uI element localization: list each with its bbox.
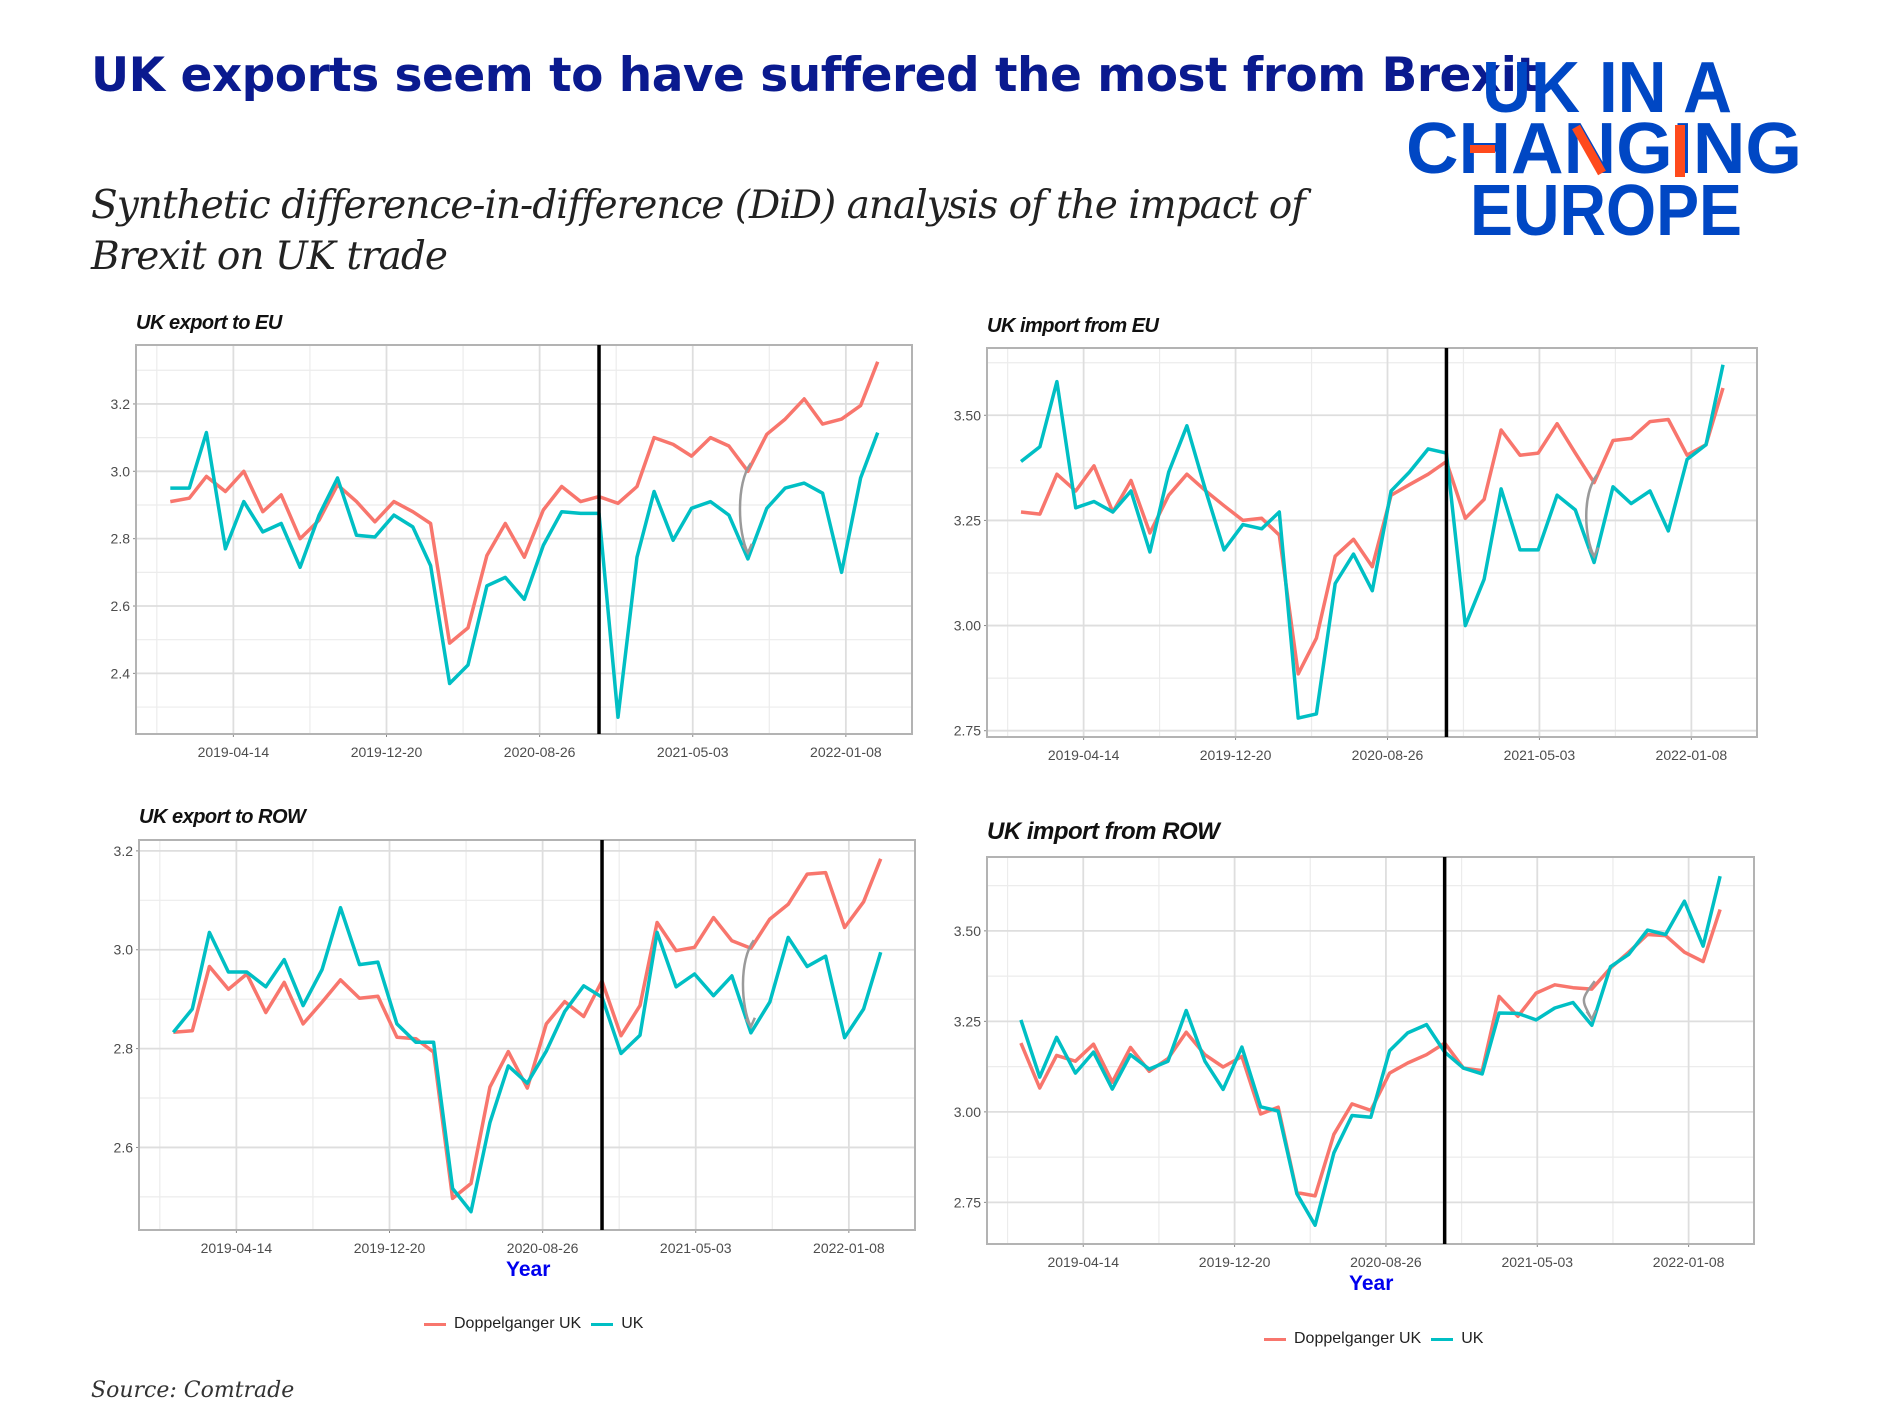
y-tick-label: 3.50 (954, 407, 981, 423)
x-tick-label: 2020-08-26 (504, 744, 576, 760)
x-tick-label: 2019-12-20 (354, 1240, 426, 1256)
panel-title-import-row: UK import from ROW (987, 818, 1220, 845)
legend-label: UK (1461, 1330, 1484, 1347)
x-axis-label: Year (1349, 1272, 1394, 1295)
x-tick-label: 2019-12-20 (1199, 1254, 1271, 1270)
x-tick-label: 2020-08-26 (1352, 747, 1424, 763)
uk-line (171, 905, 883, 1214)
x-tick-label: 2021-05-03 (660, 1240, 732, 1256)
arrow-head-icon (744, 1017, 757, 1030)
y-tick-label: 2.6 (114, 1139, 134, 1155)
x-tick-label: 2019-12-20 (351, 744, 423, 760)
y-tick-label: 3.0 (114, 942, 134, 958)
chart-import-row: 2.75 3.00 3.25 3.50 2019-04-14 2019-12-20 2020… (954, 856, 1755, 1270)
chart-svg: 2.4 2.6 2.8 3.0 3.2 2019-04-14 2019-12-20 2020-… (111, 344, 913, 760)
uk-line (1019, 364, 1725, 720)
legend-label: UK (621, 1315, 644, 1332)
panel-border (135, 344, 913, 735)
chart-import-eu: 2.75 3.00 3.25 3.50 2019-04-14 2019-12-20 2020… (954, 347, 1758, 763)
y-tick-label: 3.0 (111, 463, 131, 479)
x-tick-label: 2022-01-08 (810, 744, 882, 760)
x-tick-label: 2019-04-14 (201, 1240, 273, 1256)
x-tick-label: 2020-08-26 (507, 1240, 579, 1256)
logo-line-3: EUROPE (1470, 171, 1742, 245)
legend-key-red (1264, 1337, 1286, 1341)
x-tick-label: 2022-01-08 (1653, 1254, 1725, 1270)
legend: Doppelganger UK UK (424, 1315, 653, 1333)
logo-red-i (1675, 125, 1685, 177)
arrow-head-icon (741, 543, 754, 556)
arrow-head-icon (1585, 1009, 1597, 1022)
logo-red-h-bar (1470, 145, 1495, 153)
legend-label: Doppelganger UK (1294, 1330, 1422, 1347)
legend-key-red (424, 1322, 446, 1326)
chart-svg: 2.75 3.00 3.25 3.50 2019-04-14 2019-12-20 2020… (954, 856, 1755, 1270)
doppelganger-uk-line (1020, 387, 1725, 676)
y-tick-label: 2.8 (111, 531, 131, 547)
y-tick-label: 3.25 (954, 1013, 981, 1029)
x-tick-label: 2021-05-03 (657, 744, 729, 760)
legend-key-cyan (591, 1322, 614, 1326)
legend-item-doppelganger: Doppelganger UK (424, 1315, 581, 1333)
x-tick-label: 2019-04-14 (1048, 747, 1120, 763)
uk-line (1019, 875, 1722, 1227)
y-tick-label: 3.00 (954, 1104, 981, 1120)
page-title: UK exports seem to have suffered the mos… (91, 48, 1539, 103)
panel-border (138, 839, 916, 1231)
x-tick-label: 2021-05-03 (1501, 1254, 1573, 1270)
arrow-head-icon (1588, 546, 1600, 560)
chart-svg: 2.6 2.8 3.0 3.2 2019-04-14 2019-12-20 2020-08-… (114, 839, 916, 1256)
logo-red-n-stroke (1572, 124, 1606, 176)
logo-line-1: UK IN A (1482, 48, 1732, 128)
doppelganger-uk-line (173, 858, 883, 1201)
legend: Doppelganger UK UK (1264, 1330, 1493, 1348)
x-tick-label: 2020-08-26 (1350, 1254, 1422, 1270)
y-tick-label: 2.75 (954, 1194, 981, 1210)
chart-svg: 2.75 3.00 3.25 3.50 2019-04-14 2019-12-20 2020… (954, 347, 1758, 763)
y-tick-label: 3.00 (954, 618, 981, 634)
panel-title-import-eu: UK import from EU (987, 315, 1159, 337)
y-tick-label: 3.2 (114, 843, 134, 859)
chart-export-row: 2.6 2.8 3.0 3.2 2019-04-14 2019-12-20 2020-08-… (114, 839, 916, 1256)
y-tick-label: 2.75 (954, 723, 981, 739)
legend-label: Doppelganger UK (454, 1315, 582, 1332)
x-tick-label: 2019-04-14 (1047, 1254, 1119, 1270)
source-note: Source: Comtrade (91, 1378, 295, 1403)
legend-item-uk: UK (1431, 1330, 1483, 1348)
uk-in-a-changing-europe-logo: UK IN A CHANGING EUROPE (1406, 48, 1802, 245)
y-tick-label: 2.6 (111, 598, 131, 614)
uk-line (170, 430, 880, 719)
legend-key-cyan (1431, 1337, 1454, 1341)
panel-title-export-eu: UK export to EU (136, 312, 282, 334)
x-tick-label: 2022-01-08 (813, 1240, 885, 1256)
x-tick-label: 2022-01-08 (1656, 747, 1728, 763)
legend-item-uk: UK (591, 1315, 643, 1333)
doppelganger-uk-line (169, 361, 880, 645)
x-tick-label: 2019-12-20 (1200, 747, 1272, 763)
y-tick-label: 2.8 (114, 1041, 134, 1057)
y-tick-label: 2.4 (111, 665, 131, 681)
doppelganger-uk-line (1019, 908, 1722, 1198)
panel-border (986, 347, 1758, 738)
y-tick-label: 3.2 (111, 396, 131, 412)
panel-title-export-row: UK export to ROW (139, 806, 306, 828)
y-tick-label: 3.25 (954, 512, 981, 528)
x-tick-label: 2021-05-03 (1504, 747, 1576, 763)
x-axis-label: Year (506, 1258, 551, 1281)
chart-export-eu: 2.4 2.6 2.8 3.0 3.2 2019-04-14 2019-12-20 2020-… (111, 344, 913, 760)
effect-arrow-icon (738, 462, 752, 554)
y-tick-label: 3.50 (954, 923, 981, 939)
page-subtitle: Synthetic difference-in-difference (DiD)… (91, 183, 1306, 279)
panel-border (986, 856, 1755, 1245)
x-tick-label: 2019-04-14 (198, 744, 270, 760)
legend-item-doppelganger: Doppelganger UK (1264, 1330, 1421, 1348)
